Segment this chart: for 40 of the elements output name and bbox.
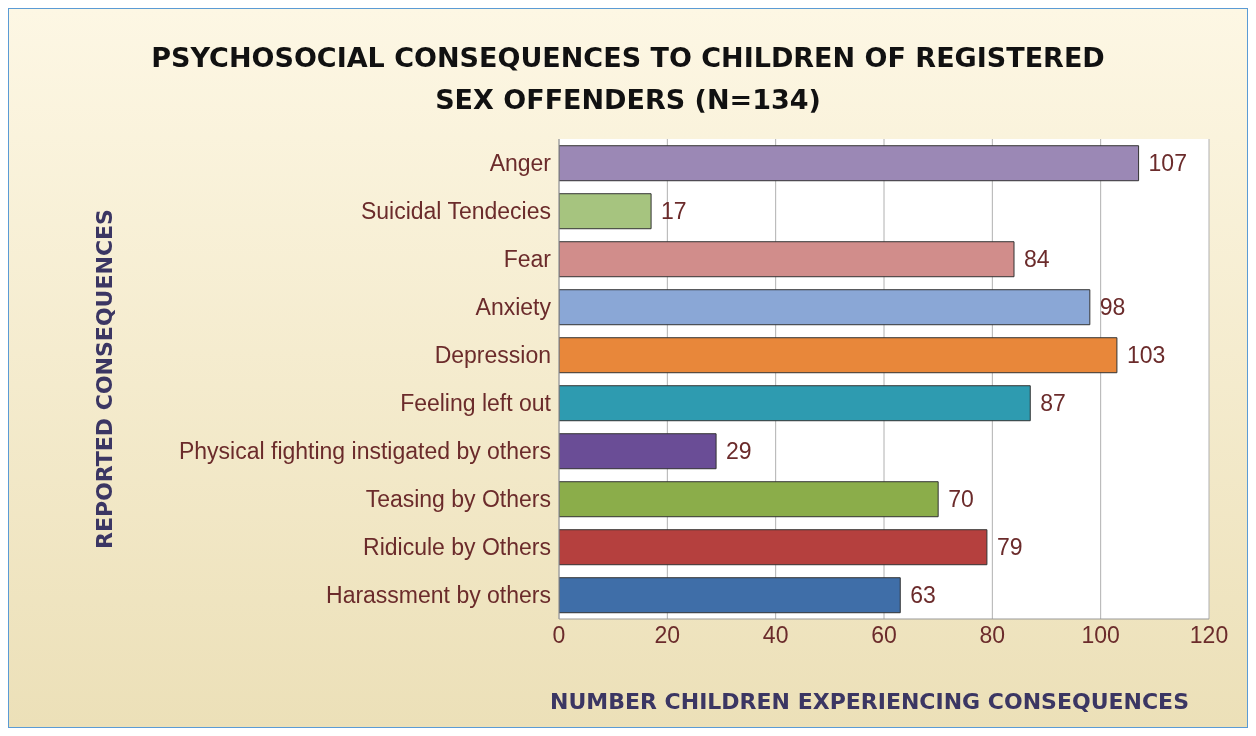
y-tick-label: Physical fighting instigated by others <box>178 438 551 465</box>
bar <box>559 529 988 566</box>
bar <box>559 241 1015 278</box>
data-label: 103 <box>1126 342 1166 369</box>
x-tick-label: 80 <box>979 622 1006 649</box>
y-tick-label: Anxiety <box>475 294 552 321</box>
bar <box>559 385 1031 422</box>
x-tick-label: 120 <box>1189 622 1229 649</box>
bar <box>559 193 652 230</box>
data-label: 79 <box>996 534 1023 561</box>
data-label: 87 <box>1040 390 1066 417</box>
data-label: 63 <box>910 582 936 609</box>
y-tick-label: Fear <box>503 246 552 273</box>
y-axis-title: REPORTED CONSEQUENCES <box>91 209 117 549</box>
bar <box>559 433 717 470</box>
y-tick-label: Depression <box>434 342 551 369</box>
x-tick-label: 0 <box>552 622 566 649</box>
data-label: 29 <box>726 438 752 465</box>
data-label: 107 <box>1148 150 1187 177</box>
x-tick-label: 60 <box>871 622 897 649</box>
bar <box>559 145 1140 182</box>
x-axis-title: NUMBER CHILDREN EXPERIENCING CONSEQUENCES <box>550 689 1189 714</box>
bar <box>559 337 1118 374</box>
data-label: 17 <box>661 198 687 225</box>
y-tick-label: Harassment by others <box>326 582 551 609</box>
y-tick-label: Anger <box>489 150 552 177</box>
y-tick-label: Teasing by Others <box>365 486 551 513</box>
bar <box>559 481 939 518</box>
chart-title: PSYCHOSOCIAL CONSEQUENCES TO CHILDREN OF REGISTERED SEX OFFENDERS (N=134) <box>150 41 1106 117</box>
data-label: 70 <box>948 486 974 513</box>
y-tick-label: Ridicule by Others <box>363 534 551 561</box>
data-label: 98 <box>1099 294 1126 321</box>
bar <box>559 577 901 614</box>
x-tick-label: 40 <box>762 622 789 649</box>
bar <box>559 289 1091 326</box>
y-tick-label: Feeling left out <box>400 390 552 417</box>
x-tick-label: 20 <box>654 622 681 649</box>
data-label: 84 <box>1024 246 1050 273</box>
x-tick-label: 100 <box>1081 622 1120 649</box>
y-tick-label: Suicidal Tendecies <box>360 198 551 225</box>
